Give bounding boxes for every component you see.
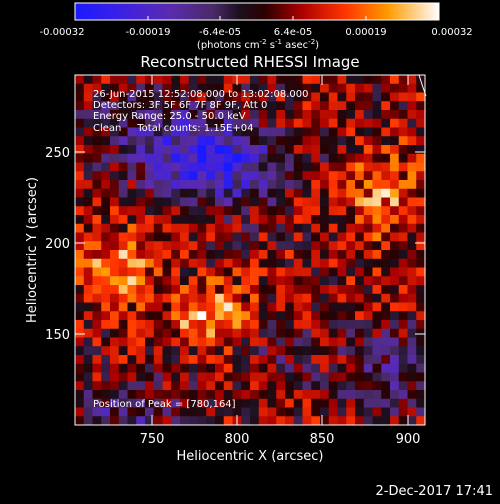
x-tick-label: 800 — [225, 432, 250, 447]
colorbar-tick-label: 0.00019 — [345, 27, 386, 38]
colorbar-tick-label: -0.00019 — [126, 27, 171, 38]
colorbar-gradient — [74, 2, 440, 21]
colorbar-svg: -0.00032 -0.00019 -6.4e-05 6.4e-05 0.000… — [40, 2, 473, 51]
image-title: Reconstructed RHESSI Image — [140, 53, 360, 71]
colorbar-units: (photons cm-2 s-1 asec-2) — [197, 38, 319, 51]
colorbar-tick-label: 6.4e-05 — [274, 27, 312, 38]
info-line-clean: Clean Total counts: 1.15E+04 — [93, 123, 253, 134]
x-axis-label: Heliocentric X (arcsec) — [177, 449, 324, 464]
y-tick-label: 150 — [45, 328, 70, 343]
colorbar-ticks — [74, 16, 440, 20]
info-line-detectors: Detectors: 3F 5F 6F 7F 8F 9F, Att 0 — [93, 100, 267, 111]
x-tick-label: 750 — [140, 432, 165, 447]
x-tick-label: 900 — [396, 432, 421, 447]
y-axis-label: Heliocentric Y (arcsec) — [25, 177, 40, 323]
rhessi-image — [75, 75, 425, 425]
timestamp: 2-Dec-2017 17:41 — [376, 484, 494, 499]
colorbar-tick-label: -6.4e-05 — [199, 27, 241, 38]
colorbar-tick-label: -0.00032 — [40, 27, 85, 38]
colorbar: -0.00032 -0.00019 -6.4e-05 6.4e-05 0.000… — [0, 0, 500, 56]
plot-frame — [74, 74, 426, 426]
x-tick-label: 850 — [310, 432, 335, 447]
info-line-energy: Energy Range: 25.0 - 50.0 keV — [93, 111, 246, 122]
axis-ticks — [75, 75, 425, 425]
peak-position-label: Position of Peak = [780,164] — [93, 399, 236, 410]
info-line-time: 26-Jun-2015 12:52:08.000 to 13:02:08.000 — [93, 89, 309, 100]
y-tick-label: 200 — [45, 237, 70, 252]
colorbar-tick-label: 0.00032 — [431, 27, 472, 38]
y-tick-label: 250 — [45, 146, 70, 161]
